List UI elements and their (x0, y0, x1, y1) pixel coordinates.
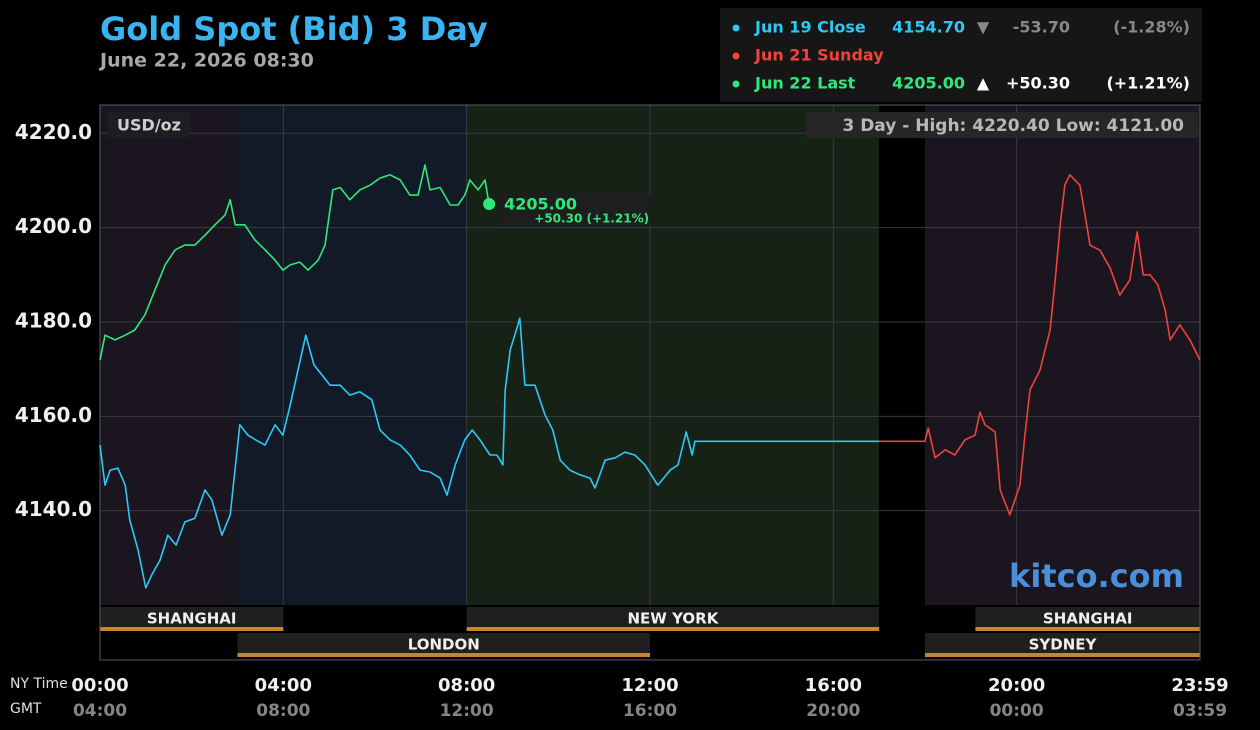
legend-dot (732, 24, 740, 32)
x-tick-label: 00:00 (71, 675, 128, 696)
unit-label: USD/oz (117, 116, 181, 135)
session-shading (925, 105, 1200, 605)
legend-price: 4205.00 (892, 74, 965, 93)
last-price: 4205.00 (504, 195, 577, 214)
x-tick-label: 16:00 (805, 675, 862, 696)
legend-name: Jun 22 Last (754, 74, 856, 93)
legend-arrow: ▲ (977, 74, 990, 93)
x-tick-label: 23:59 (1171, 675, 1228, 696)
session-label: SYDNEY (1029, 636, 1098, 654)
x-tick-label: 12:00 (621, 675, 678, 696)
session-shading (100, 105, 238, 605)
legend-name: Jun 21 Sunday (754, 46, 884, 65)
x2-axis-label: GMT (10, 701, 42, 717)
legend-pct: (-1.28%) (1113, 18, 1190, 37)
y-tick-label: 4160.0 (15, 403, 92, 427)
session-label: LONDON (408, 636, 480, 654)
session-shading (237, 105, 467, 605)
legend-dot (732, 52, 740, 60)
y-tick-label: 4200.0 (15, 214, 92, 238)
session-line (237, 653, 650, 657)
legend-arrow: ▼ (977, 18, 990, 37)
session-label: SHANGHAI (147, 610, 237, 628)
session-bar (237, 633, 650, 655)
last-label-box (499, 194, 652, 227)
session-bar (975, 607, 1200, 629)
price-line (99, 164, 490, 361)
session-shading (466, 105, 880, 605)
x-axis-label: NY Time (10, 676, 68, 692)
price-line (879, 174, 1201, 516)
legend-name: Jun 19 Close (754, 18, 866, 37)
legend-price: 4154.70 (892, 18, 965, 37)
x2-tick-label: 20:00 (806, 701, 860, 721)
y-tick-label: 4220.0 (15, 120, 92, 144)
session-label: SHANGHAI (1043, 610, 1133, 628)
price-line (99, 317, 880, 589)
session-label: NEW YORK (628, 610, 720, 628)
session-line (466, 627, 880, 631)
range-note: 3 Day - High: 4220.40 Low: 4121.00 (842, 116, 1184, 136)
unit-box (108, 112, 190, 138)
y-tick-label: 4140.0 (15, 497, 92, 521)
x2-tick-label: 04:00 (73, 701, 127, 721)
session-bar (925, 633, 1200, 655)
x2-tick-label: 08:00 (256, 701, 310, 721)
y-tick-label: 4180.0 (15, 308, 92, 332)
legend-box (720, 8, 1202, 102)
session-bar (466, 607, 880, 629)
x-tick-label: 08:00 (438, 675, 495, 696)
legend-change: -53.70 (1013, 18, 1070, 37)
chart-title: Gold Spot (Bid) 3 Day (100, 10, 488, 48)
x2-tick-label: 03:59 (1173, 701, 1227, 721)
x2-tick-label: 12:00 (440, 701, 494, 721)
legend-pct: (+1.21%) (1106, 74, 1190, 93)
x2-tick-label: 00:00 (990, 701, 1044, 721)
legend-change: +50.30 (1006, 74, 1070, 93)
plot-frame (99, 104, 1201, 661)
legend-dot (732, 80, 740, 88)
last-point (483, 198, 496, 211)
x-tick-label: 20:00 (988, 675, 1045, 696)
watermark: kitco.com (1009, 557, 1184, 595)
session-line (100, 627, 284, 631)
session-line (925, 653, 1200, 657)
x-tick-label: 04:00 (255, 675, 312, 696)
chart-subtitle: June 22, 2026 08:30 (98, 50, 314, 72)
x2-tick-label: 16:00 (623, 701, 677, 721)
session-line (975, 627, 1200, 631)
last-change: +50.30 (+1.21%) (534, 212, 649, 226)
plot-area (99, 105, 1201, 660)
range-box (806, 112, 1198, 138)
session-bar (100, 607, 284, 629)
session-shading (879, 105, 925, 605)
